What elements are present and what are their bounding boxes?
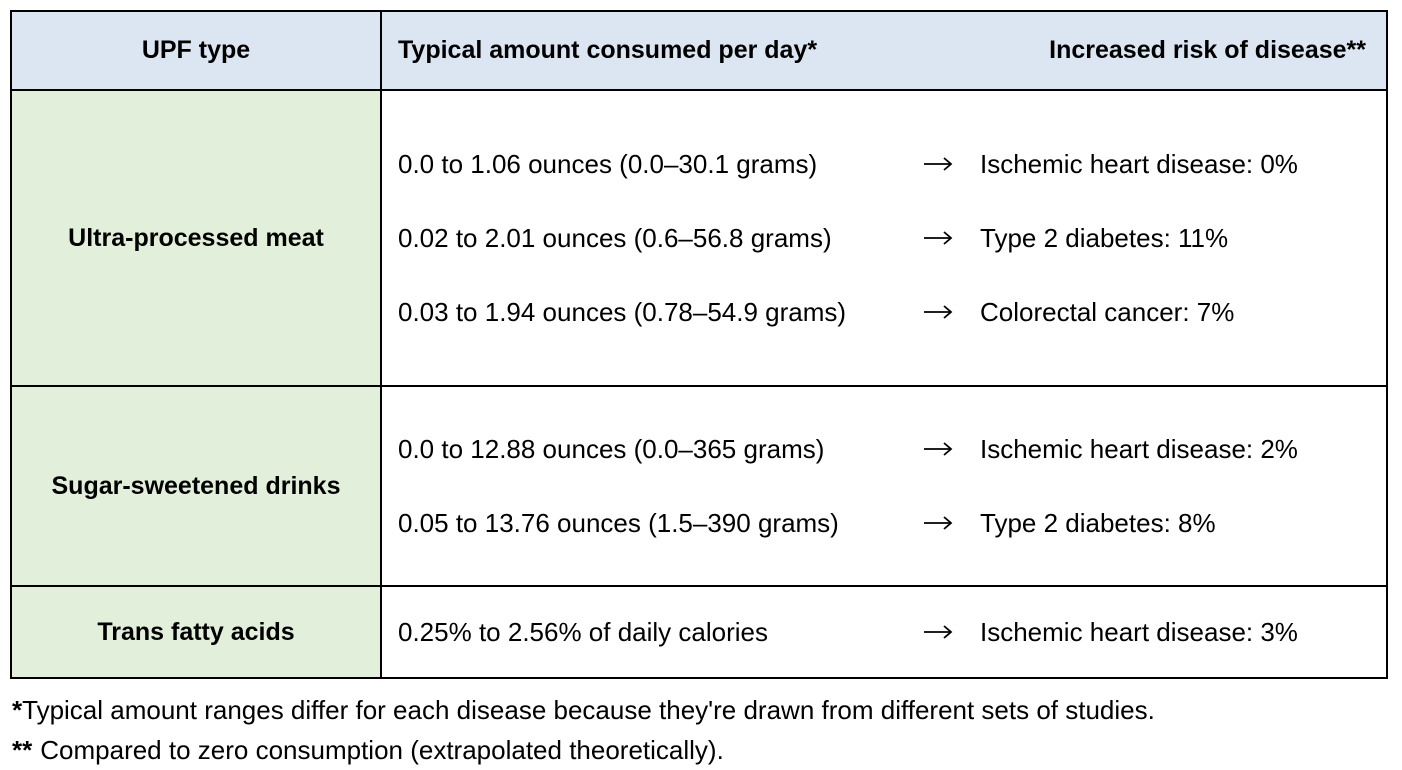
risk: Ischemic heart disease: 2%: [980, 434, 1298, 464]
upf-type: Ultra-processed meat: [12, 91, 382, 385]
amount: 0.05 to 13.76 ounces (1.5–390 grams): [398, 508, 839, 538]
amount: 0.0 to 12.88 ounces (0.0–365 grams): [398, 434, 825, 464]
arrow: [924, 442, 953, 456]
arrow: [924, 516, 953, 530]
footnote-marker: **: [12, 735, 33, 765]
footnote: *Typical amount ranges differ for each d…: [12, 690, 1155, 730]
table-row: Sugar-sweetened drinks 0.0 to 12.88 ounce…: [12, 385, 1386, 585]
risk: Ischemic heart disease: 0%: [980, 149, 1298, 179]
amount: 0.0 to 1.06 ounces (0.0–30.1 grams): [398, 149, 818, 179]
amount: 0.25% to 2.56% of daily calories: [398, 617, 768, 647]
arrow: [924, 231, 953, 245]
table: UPF type Typical amount consumed per day…: [10, 10, 1388, 679]
table-row: Trans fatty acids 0.25% to 2.56% of daily…: [12, 585, 1386, 677]
header-cell: UPF type: [12, 12, 382, 89]
entry: 0.0 to 1.06 ounces (0.0–30.1 grams) Ische…: [382, 149, 1386, 179]
arrow: [924, 305, 953, 319]
header-text: Typical amount consumed per day*: [398, 36, 818, 64]
footnote-text: Compared to zero consumption (extrapolat…: [40, 735, 724, 765]
risk: Ischemic heart disease: 3%: [980, 617, 1298, 647]
entry: 0.02 to 2.01 ounces (0.6–56.8 grams) Type…: [382, 223, 1386, 253]
entries-cell: 0.0 to 12.88 ounces (0.0–365 grams) Ische…: [382, 387, 1386, 585]
table-row: Ultra-processed meat 0.0 to 1.06 ounces (…: [12, 89, 1386, 385]
header-row: UPF type Typical amount consumed per day…: [12, 12, 1386, 89]
risk: Colorectal cancer: 7%: [980, 297, 1235, 327]
entry: 0.0 to 12.88 ounces (0.0–365 grams) Ische…: [382, 434, 1386, 464]
footnote-marker: *: [12, 695, 23, 725]
footnotes: *Typical amount ranges differ for each d…: [12, 690, 1155, 770]
upf-type: Sugar-sweetened drinks: [12, 387, 382, 585]
arrow: [924, 157, 953, 171]
entry: 0.05 to 13.76 ounces (1.5–390 grams) Type…: [382, 508, 1386, 538]
footnote: ** Compared to zero consumption (extrapol…: [12, 730, 1155, 770]
upf-type: Trans fatty acids: [12, 587, 382, 677]
entry: 0.25% to 2.56% of daily calories Ischemic…: [382, 617, 1386, 647]
risk: Type 2 diabetes: 11%: [980, 223, 1229, 253]
amount: 0.02 to 2.01 ounces (0.6–56.8 grams): [398, 223, 832, 253]
risk: Type 2 diabetes: 8%: [980, 508, 1216, 538]
entries-cell: 0.25% to 2.56% of daily calories Ischemic…: [382, 587, 1386, 677]
arrow: [924, 625, 953, 639]
amount: 0.03 to 1.94 ounces (0.78–54.9 grams): [398, 297, 847, 327]
entries-cell: 0.0 to 1.06 ounces (0.0–30.1 grams) Ische…: [382, 91, 1386, 385]
header-cell: Typical amount consumed per day* Increas…: [382, 12, 1386, 89]
entry: 0.03 to 1.94 ounces (0.78–54.9 grams) Col…: [382, 297, 1386, 327]
header-text: Increased risk of disease**: [1049, 36, 1366, 64]
footnote-text: Typical amount ranges differ for each di…: [22, 695, 1155, 725]
